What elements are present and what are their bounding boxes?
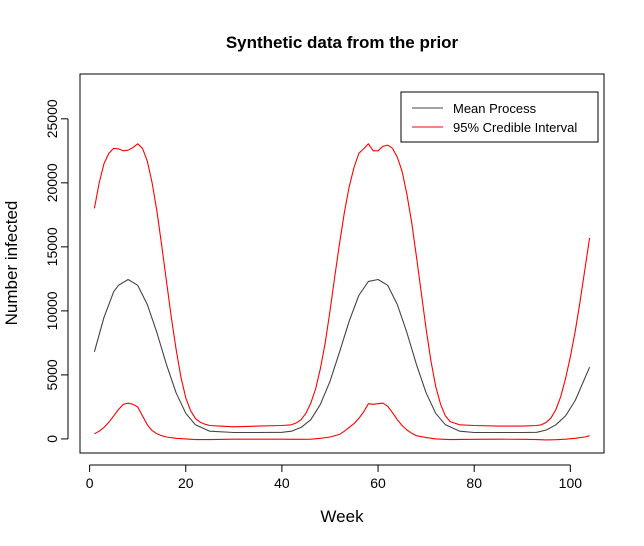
y-tick-label: 15000 [44, 227, 60, 266]
x-tick-label: 20 [178, 475, 194, 491]
legend-box [400, 91, 599, 143]
x-axis: 0 20 40 60 80 100 [86, 464, 583, 491]
y-tick-label: 0 [44, 435, 60, 443]
x-tick-label: 100 [559, 475, 583, 491]
y-axis: 0 5000 10000 15000 20000 25000 [44, 99, 69, 443]
series-layer [93, 143, 591, 441]
y-tick-label: 10000 [44, 291, 60, 330]
y-tick-label: 25000 [44, 99, 60, 138]
y-tick-label: 20000 [44, 163, 60, 202]
legend: Mean Process 95% Credible Interval [400, 91, 599, 143]
legend-entry: 95% Credible Interval [453, 120, 577, 135]
credible-interval-lower-line [94, 402, 590, 441]
legend-entry: Mean Process [453, 101, 537, 116]
x-tick-label: 80 [466, 475, 482, 491]
mean-process-line [93, 278, 591, 434]
x-axis-label: Week [320, 507, 364, 526]
credible-interval-upper-line [93, 143, 591, 428]
plot-frame [79, 73, 605, 454]
x-tick-label: 60 [370, 475, 386, 491]
y-axis-label: Number infected [2, 201, 21, 326]
y-tick-label: 5000 [44, 359, 60, 390]
chart-title: Synthetic data from the prior [226, 33, 459, 52]
x-tick-label: 40 [274, 475, 290, 491]
x-tick-label: 0 [86, 475, 94, 491]
